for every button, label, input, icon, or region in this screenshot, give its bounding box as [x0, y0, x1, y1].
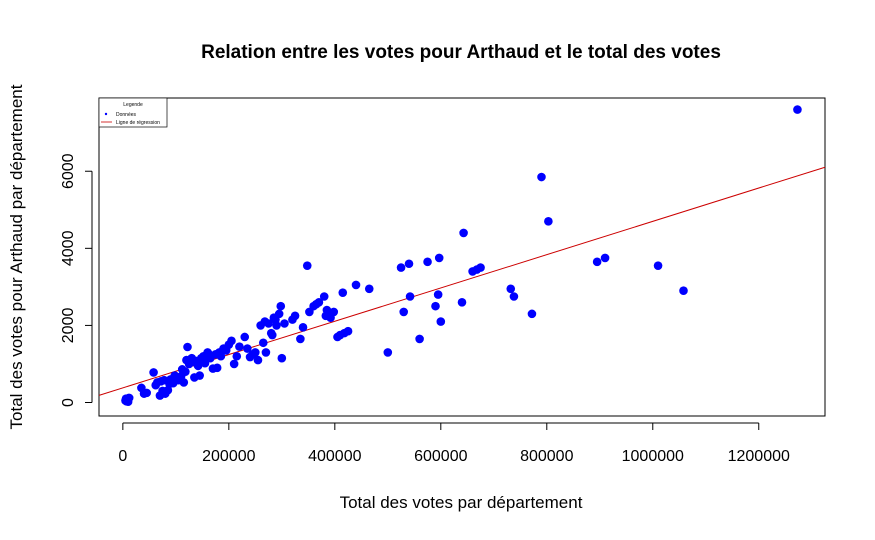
- y-tick-label: 4000: [60, 230, 77, 266]
- data-point: [433, 290, 443, 299]
- data-point: [383, 348, 393, 357]
- data-point: [415, 334, 424, 344]
- data-point: [277, 353, 287, 363]
- data-point: [679, 286, 688, 296]
- data-point: [276, 301, 286, 311]
- data-point: [457, 297, 467, 307]
- data-point: [183, 342, 192, 352]
- data-point: [216, 351, 226, 361]
- y-axis: 0 2000 4000 6000: [60, 153, 93, 407]
- x-tick-label: 0: [118, 448, 127, 465]
- legend-entry-points: Données: [116, 112, 137, 118]
- data-point: [179, 378, 189, 387]
- data-point: [329, 307, 339, 317]
- x-tick-label: 200000: [202, 448, 255, 465]
- data-point: [142, 388, 151, 398]
- x-axis-label: Total des votes par département: [340, 493, 583, 512]
- data-point: [280, 319, 289, 328]
- data-point: [653, 261, 663, 270]
- data-point: [364, 284, 374, 294]
- data-point: [267, 330, 277, 340]
- data-point: [261, 348, 271, 357]
- data-point: [181, 367, 190, 376]
- data-point: [302, 261, 312, 270]
- data-point: [527, 309, 537, 319]
- data-point: [404, 259, 414, 269]
- data-point: [272, 321, 281, 330]
- data-point: [232, 351, 242, 361]
- data-point: [319, 292, 329, 301]
- y-tick-label: 0: [60, 398, 77, 407]
- data-point: [537, 172, 546, 182]
- data-point: [240, 332, 250, 342]
- data-point: [544, 217, 553, 226]
- legend-title: Legende: [123, 102, 143, 108]
- data-point: [298, 323, 308, 332]
- legend-point-icon: [104, 112, 108, 116]
- data-point: [296, 334, 305, 344]
- data-point: [459, 228, 468, 238]
- x-tick-label: 400000: [308, 448, 361, 465]
- x-tick-label: 800000: [520, 448, 573, 465]
- data-point: [338, 288, 348, 297]
- data-point: [476, 263, 485, 272]
- data-point: [343, 326, 353, 336]
- data-point: [396, 263, 406, 272]
- data-point: [793, 105, 802, 114]
- data-point: [195, 371, 204, 380]
- data-point: [399, 307, 409, 317]
- data-point: [235, 342, 244, 351]
- data-point: [314, 297, 324, 307]
- data-point: [274, 309, 284, 319]
- data-point: [124, 393, 134, 403]
- data-point: [592, 257, 602, 267]
- chart-title: Relation entre les votes pour Arthaud et…: [201, 42, 721, 63]
- x-axis: 0 200000 400000 600000 800000 1000000 1200000: [118, 422, 790, 465]
- data-point: [600, 253, 610, 263]
- data-point: [227, 336, 236, 346]
- data-point: [506, 284, 516, 294]
- data-point: [509, 292, 519, 301]
- data-point: [351, 280, 361, 290]
- plot-frame: [98, 97, 826, 417]
- x-tick-label: 1200000: [728, 448, 790, 465]
- data-point: [212, 363, 222, 373]
- data-point: [434, 253, 444, 263]
- data-point: [431, 301, 440, 311]
- data-point: [405, 292, 415, 301]
- data-point: [229, 359, 239, 369]
- data-point: [253, 355, 263, 365]
- x-tick-label: 1000000: [622, 448, 684, 465]
- y-tick-label: 2000: [60, 308, 77, 344]
- data-point: [258, 338, 268, 348]
- y-tick-label: 6000: [60, 153, 77, 189]
- y-axis-label: Total des votes pour Arthaud par départe…: [7, 84, 26, 429]
- data-point: [243, 344, 252, 353]
- data-point: [149, 368, 158, 377]
- data-point: [423, 257, 432, 267]
- data-point: [251, 348, 260, 357]
- data-point: [290, 311, 300, 321]
- data-point: [436, 317, 446, 326]
- legend-entry-regression: Ligne de régression: [116, 120, 160, 126]
- data-point: [264, 319, 273, 328]
- legend: Legende Données Ligne de régression: [98, 97, 168, 128]
- data-points: [121, 105, 802, 407]
- x-tick-label: 600000: [414, 448, 467, 465]
